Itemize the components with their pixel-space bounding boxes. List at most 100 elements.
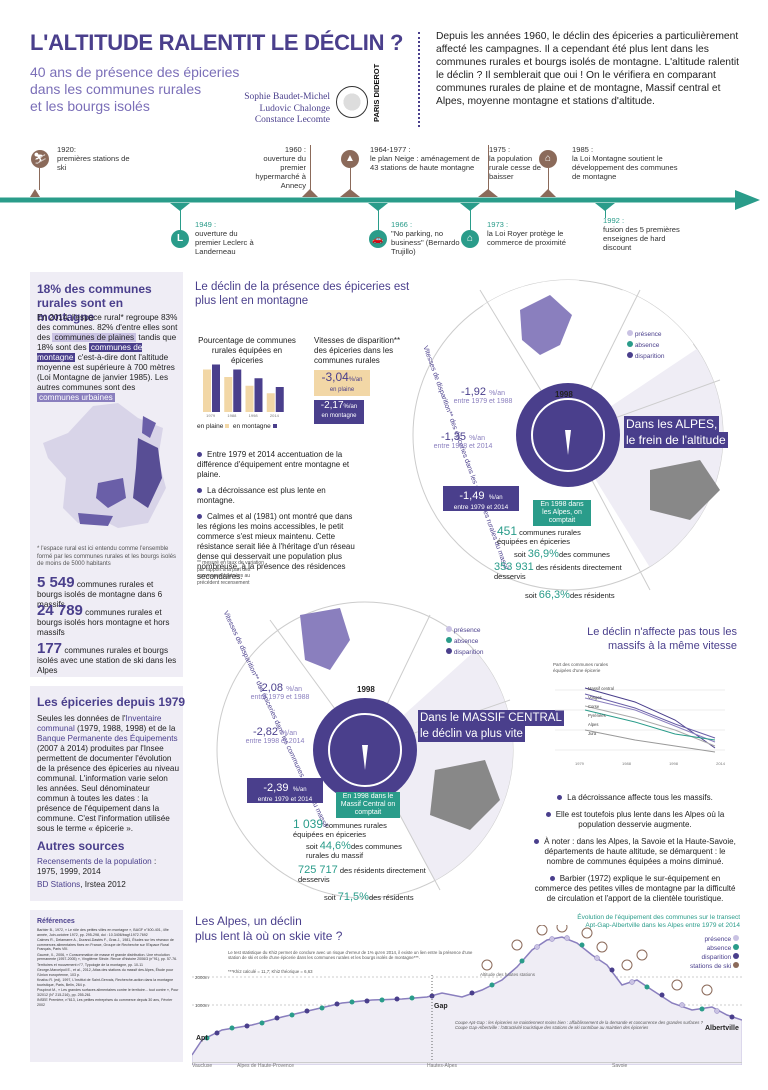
bar-chart-xlabel: 1988: [227, 413, 237, 418]
reference: INSEE Première, n°613, Les petites entre…: [37, 998, 173, 1007]
text: (2007 à 2014) produites par l'Insee perm…: [37, 744, 180, 833]
section-title: Les épiceries depuis 1979: [37, 695, 186, 709]
timeline-icon-ski: ⛷: [31, 150, 49, 168]
link-inventaire[interactable]: Inventaire communal: [37, 714, 162, 733]
timeline-year: 1964-1977 :: [370, 145, 411, 154]
speed-plaine: -3,04%/an en plaine: [314, 370, 370, 396]
alps-year: 1998: [555, 390, 573, 399]
rate-period: entre 1979 et 1988: [250, 694, 310, 701]
university-logo-text: PARIS DIDEROT: [372, 63, 381, 122]
link-bdstations[interactable]: BD Stations: [37, 880, 81, 889]
link-recensements[interactable]: Recensements de la population: [37, 857, 152, 866]
author: Constance Lecomte: [254, 115, 330, 125]
count-value: 1 039: [293, 817, 324, 831]
pct-value: 66,3%: [538, 589, 570, 601]
legend-label: disparition: [453, 649, 484, 656]
khi2-values: ***Khi2 calculé = 11,7; Khi2 théorique =…: [228, 969, 313, 974]
timeline-icon-leclerc: L: [171, 230, 189, 248]
pct-post: des résidents: [368, 893, 414, 902]
stat-item: 177 communes rurales et bourgs isolés av…: [37, 641, 179, 676]
right-title: Le déclin n'affecte pas tous les massifs…: [587, 626, 737, 652]
timeline-text: la Loi Royer protège le commerce de prox…: [487, 229, 566, 247]
legend-swatch-plaine: [225, 424, 230, 428]
middle-bullets: Entre 1979 et 2014 accentuation de la di…: [197, 450, 362, 582]
legend-icon-ski: [733, 962, 739, 968]
highlight-urbaines: communes urbaines: [37, 393, 115, 402]
bullet-icon: [197, 514, 202, 520]
bar-chart-xlabel: 1998: [248, 413, 258, 418]
x-label: 1979: [575, 761, 584, 766]
legend-label: absence: [634, 342, 660, 349]
speed-heading: Vitesses de disparition** des épiceries …: [314, 336, 401, 365]
stat-text: communes rurales et bourgs isolés hors m…: [37, 608, 170, 637]
massif-label: Corse: [588, 704, 600, 709]
residents-value: 353 931: [494, 561, 534, 573]
middle-title: Le déclin de la présence des épiceries e…: [195, 281, 410, 307]
legend-item: disparition: [690, 953, 739, 962]
bullet-text: La décroissance affecte tous les massifs…: [567, 793, 713, 802]
alps-pct1: soit 36,9%des communes: [514, 548, 610, 560]
rate-unit: %/an: [489, 390, 506, 397]
pct-post: des résidents: [569, 591, 615, 600]
timeline-year: 1949 :: [195, 220, 217, 229]
middle-note: ** mesuré en taux de variation par rappo…: [197, 560, 264, 586]
massif-label: Massif central: [588, 686, 614, 691]
bullet-icon: [545, 812, 551, 818]
rate-period: entre 1979 et 2014: [257, 796, 313, 803]
timeline-stem: [548, 168, 549, 190]
speed-montagne: -2,17%/an en montagne: [314, 400, 364, 424]
timeline-year: 1975 :: [489, 145, 511, 154]
timeline-icon-law: ⌂: [461, 230, 479, 248]
stat-item: 5 549 communes rurales et bourgs isolés …: [37, 575, 179, 610]
alps-rate-2: -1,35 %/an entre 1998 et 2014: [428, 431, 498, 451]
timeline-text: "No parking, no business" (Bernardo Truj…: [391, 229, 460, 256]
legend-swatch-montagne: [272, 424, 277, 428]
timeline-event-1975: 1975 : la population rurale cesse de bais…: [489, 145, 549, 181]
speed-unit: %/an: [343, 404, 358, 410]
timeline-year: 1985 :: [572, 145, 594, 154]
right-bullets: La décroissance affecte tous les massifs…: [530, 793, 740, 904]
rate-unit: %/an: [469, 435, 486, 442]
link-bpe[interactable]: Banque Permanente des Équipements: [37, 734, 178, 743]
mc-count: 1 039 communes rurales équipées en épice…: [293, 817, 403, 839]
speed-label: en plaine: [329, 387, 355, 393]
speed-label: en montagne: [321, 413, 357, 419]
legend-montagne: en montagne: [232, 423, 271, 430]
region-bar: Vaucluse Alpes de Haute-Provence Hautes-…: [192, 1062, 742, 1069]
timeline-stem: [350, 168, 351, 190]
pct-post: des communes: [558, 550, 610, 559]
speed-value: -2,17: [320, 400, 344, 411]
references-title: Références: [37, 918, 75, 925]
text: c'est-à-dire dont l'altitude moyenne est…: [37, 353, 175, 392]
y-tick: 1000m: [195, 1003, 209, 1008]
section-text: Seules les données de l'Inventaire commu…: [37, 714, 179, 834]
residents-text: des résidents directement desservis: [494, 563, 622, 581]
timeline-text: fusion des 5 premières enseignes de hard…: [603, 225, 680, 252]
legend-dot-disparition: [446, 648, 452, 654]
legend-dot-absence: [446, 637, 452, 643]
rate-period: entre 1979 et 2014: [453, 504, 509, 511]
mc-legend: présence absence disparition: [446, 625, 483, 658]
timeline-stem: [39, 168, 40, 190]
timeline-icon-ski-resort: ▲: [341, 150, 359, 168]
massif-label: Alpes: [588, 722, 599, 727]
bullet-text: À noter : dans les Alpes, la Savoie et l…: [544, 837, 736, 866]
legend-item: absence: [627, 340, 664, 351]
timeline-year: 1920:: [57, 145, 77, 154]
transect-title: Évolution de l'équipement des communes s…: [560, 914, 740, 930]
legend-label: disparition: [701, 954, 732, 961]
timeline-event-1949: 1949 : ouverture du premier Leclerc à Lan…: [195, 220, 265, 256]
subtitle-line: 40 ans de présence des épiceries: [30, 64, 240, 80]
place-apt: Apt: [196, 1035, 208, 1042]
authors: Sophie Baudet-Michel Ludovic Chalonge Co…: [205, 92, 330, 127]
y-tick: 2000m: [195, 975, 209, 980]
legend-dot-absence: [627, 341, 633, 347]
speed-unit: %/an: [348, 377, 363, 383]
footnote: * l'espace rural est ici entendu comme l…: [37, 546, 177, 567]
legend-plaine: en plaine: [197, 423, 224, 430]
subtitle-line: et les bourgs isolés: [30, 98, 150, 114]
reference: Knafou R. (ed), 1997, L'Institut de Sain…: [37, 978, 174, 987]
reference: Calmes R., Delamarre A., Durand-Dastès F…: [37, 938, 174, 951]
source-item: Recensements de la population : 1975, 19…: [37, 857, 179, 877]
bar-montagne-1998: [254, 378, 263, 412]
